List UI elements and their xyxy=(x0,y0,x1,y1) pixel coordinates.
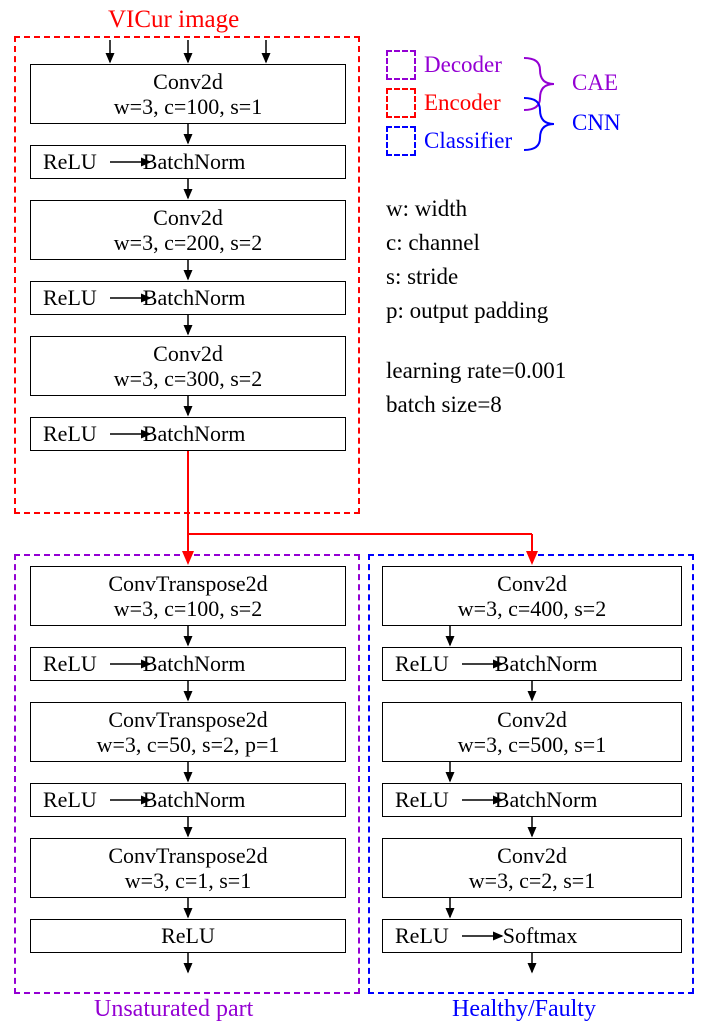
gloss-p: p: output padding xyxy=(386,298,548,324)
cls-rb1-relu: ReLU xyxy=(395,651,449,676)
enc-rb3-bn: BatchNorm xyxy=(143,421,246,446)
dec-rb2-bn: BatchNorm xyxy=(143,787,246,812)
legend-classifier: Classifier xyxy=(424,128,512,154)
enc-rb1: ReLU BatchNorm xyxy=(30,145,346,179)
cls-c3: Conv2d w=3, c=2, s=1 xyxy=(382,838,682,898)
dec-rb1: ReLU BatchNorm xyxy=(30,647,346,681)
dec-r4: ReLU xyxy=(30,919,346,953)
enc-conv3: Conv2d w=3, c=300, s=2 xyxy=(30,336,346,396)
dec-t2: ConvTranspose2d w=3, c=50, s=2, p=1 xyxy=(30,702,346,762)
dec-t1-name: ConvTranspose2d xyxy=(108,571,267,596)
enc-conv2: Conv2d w=3, c=200, s=2 xyxy=(30,200,346,260)
enc-rb1-bn: BatchNorm xyxy=(143,149,246,174)
dec-t2-params: w=3, c=50, s=2, p=1 xyxy=(97,732,280,757)
cls-c1: Conv2d w=3, c=400, s=2 xyxy=(382,566,682,626)
cls-rb2-bn: BatchNorm xyxy=(495,787,598,812)
dec-t3-params: w=3, c=1, s=1 xyxy=(125,868,251,893)
cls-rb2-relu: ReLU xyxy=(395,787,449,812)
diagram-canvas: VICur image Conv2d w=3, c=100, s=1 ReLU … xyxy=(10,10,700,1024)
enc-rb3: ReLU BatchNorm xyxy=(30,417,346,451)
cls-c2-params: w=3, c=500, s=1 xyxy=(458,732,606,757)
dec-rb2-relu: ReLU xyxy=(43,787,97,812)
enc-conv3-params: w=3, c=300, s=2 xyxy=(114,366,262,391)
cls-rs-relu: ReLU xyxy=(395,923,449,948)
enc-conv1-name: Conv2d xyxy=(153,69,223,94)
enc-conv1-params: w=3, c=100, s=1 xyxy=(114,94,262,119)
dec-t2-name: ConvTranspose2d xyxy=(108,707,267,732)
legend-cae: CAE xyxy=(572,70,618,96)
legend-classifier-swatch xyxy=(386,126,416,156)
enc-rb2-relu: ReLU xyxy=(43,285,97,310)
cls-c1-params: w=3, c=400, s=2 xyxy=(458,596,606,621)
dec-rb2: ReLU BatchNorm xyxy=(30,783,346,817)
gloss-w: w: width xyxy=(386,196,467,222)
legend-decoder-swatch xyxy=(386,50,416,80)
decoder-output-label: Unsaturated part xyxy=(94,996,253,1023)
legend-encoder: Encoder xyxy=(424,90,501,116)
cls-rb1-bn: BatchNorm xyxy=(495,651,598,676)
cls-rs-softmax: Softmax xyxy=(503,923,578,948)
cls-c2-name: Conv2d xyxy=(497,707,567,732)
cls-c2: Conv2d w=3, c=500, s=1 xyxy=(382,702,682,762)
enc-rb2: ReLU BatchNorm xyxy=(30,281,346,315)
enc-rb3-relu: ReLU xyxy=(43,421,97,446)
cls-c1-name: Conv2d xyxy=(497,571,567,596)
legend-encoder-swatch xyxy=(386,88,416,118)
enc-conv1: Conv2d w=3, c=100, s=1 xyxy=(30,64,346,124)
dec-rb1-bn: BatchNorm xyxy=(143,651,246,676)
enc-rb1-relu: ReLU xyxy=(43,149,97,174)
enc-conv2-name: Conv2d xyxy=(153,205,223,230)
enc-conv2-params: w=3, c=200, s=2 xyxy=(114,230,262,255)
dec-t1: ConvTranspose2d w=3, c=100, s=2 xyxy=(30,566,346,626)
gloss-bs: batch size=8 xyxy=(386,392,502,418)
legend-decoder: Decoder xyxy=(424,52,502,78)
cls-rb2: ReLU BatchNorm xyxy=(382,783,682,817)
title-input: VICur image xyxy=(108,6,239,34)
cls-c3-name: Conv2d xyxy=(497,843,567,868)
enc-rb2-bn: BatchNorm xyxy=(143,285,246,310)
dec-t3: ConvTranspose2d w=3, c=1, s=1 xyxy=(30,838,346,898)
dec-t3-name: ConvTranspose2d xyxy=(108,843,267,868)
gloss-c: c: channel xyxy=(386,230,480,256)
dec-t1-params: w=3, c=100, s=2 xyxy=(114,596,262,621)
legend-cnn: CNN xyxy=(572,110,621,136)
cls-rb1: ReLU BatchNorm xyxy=(382,647,682,681)
cls-c3-params: w=3, c=2, s=1 xyxy=(469,868,595,893)
gloss-s: s: stride xyxy=(386,264,458,290)
classifier-output-label: Healthy/Faulty xyxy=(452,996,596,1023)
cls-rs: ReLU Softmax xyxy=(382,919,682,953)
dec-rb1-relu: ReLU xyxy=(43,651,97,676)
enc-conv3-name: Conv2d xyxy=(153,341,223,366)
gloss-lr: learning rate=0.001 xyxy=(386,358,566,384)
dec-r4-text: ReLU xyxy=(161,923,215,948)
